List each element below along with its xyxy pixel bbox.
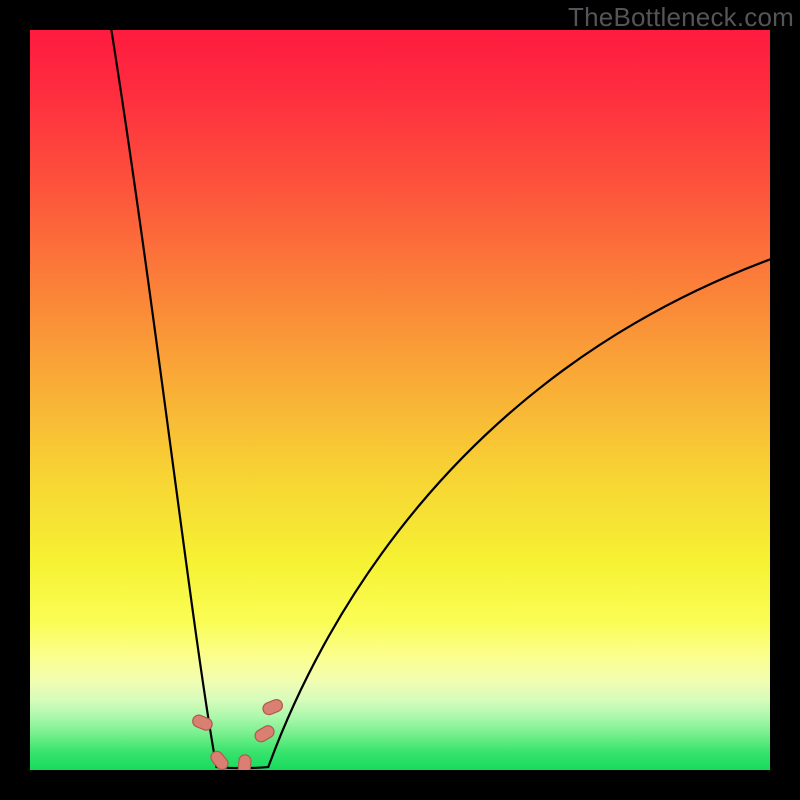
chart-stage: TheBottleneck.com bbox=[0, 0, 800, 800]
gradient-background bbox=[30, 30, 770, 770]
valley-capsule bbox=[238, 754, 252, 775]
bottleneck-chart bbox=[0, 0, 800, 800]
